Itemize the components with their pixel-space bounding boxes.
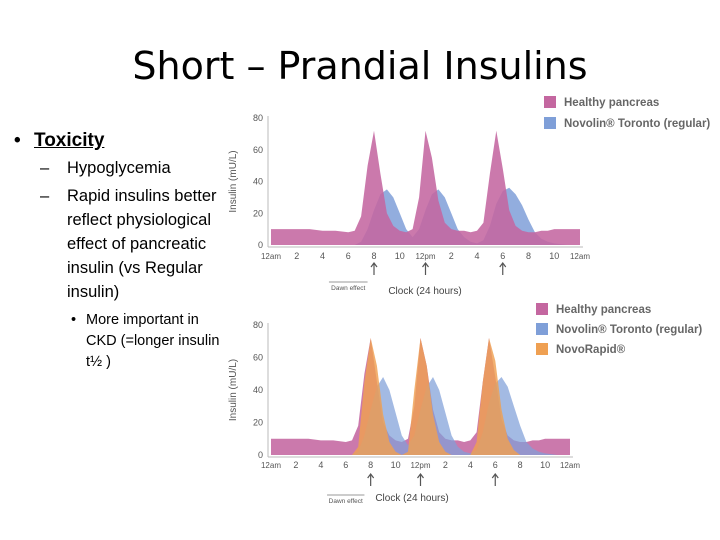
meal-arrow-head xyxy=(422,262,429,268)
series-area-healthy-pancreas xyxy=(271,130,580,245)
legend-label-healthy-pancreas: Healthy pancreas xyxy=(564,97,659,109)
legend-label-novolin-toronto-regular: Novolin® Toronto (regular) xyxy=(556,324,702,336)
x-tick-label: 2 xyxy=(443,460,448,470)
x-tick-label: 10 xyxy=(395,251,405,261)
bullet-hypoglycemia: – Hypoglycemia xyxy=(40,156,229,180)
x-tick-label: 4 xyxy=(320,251,325,261)
slide-title: Short – Prandial Insulins xyxy=(132,44,588,88)
x-tick-label: 4 xyxy=(468,460,473,470)
x-tick-label: 8 xyxy=(368,460,373,470)
meal-arrow-head xyxy=(499,262,507,268)
bullet-rapid-insulins: – Rapid insulins better reflect physiolo… xyxy=(40,184,229,304)
legend-label-novorapid: NovoRapid® xyxy=(556,344,626,356)
series-area-novorapid xyxy=(271,338,570,455)
legend-label-healthy-pancreas: Healthy pancreas xyxy=(556,304,651,316)
y-tick-label: 20 xyxy=(253,208,263,218)
dash-marker: – xyxy=(40,159,50,177)
legend-swatch-novorapid xyxy=(536,343,548,355)
bullet-dot: • xyxy=(71,312,77,328)
x-tick-label: 8 xyxy=(526,251,531,261)
x-tick-label: 6 xyxy=(493,460,498,470)
x-tick-label: 2 xyxy=(293,460,298,470)
meal-arrow-head xyxy=(370,262,378,268)
y-tick-label: 40 xyxy=(253,385,263,395)
y-axis-label: Insulin (mU/L) xyxy=(228,150,239,212)
meal-arrow-head xyxy=(417,473,424,479)
x-axis-label: Clock (24 hours) xyxy=(388,286,461,297)
x-tick-label: 10 xyxy=(549,251,559,261)
x-tick-label: 6 xyxy=(343,460,348,470)
legend-swatch-novolin-toronto-regular xyxy=(536,323,548,335)
dash-marker: – xyxy=(40,187,50,205)
x-tick-label: 4 xyxy=(474,251,479,261)
x-tick-label: 8 xyxy=(518,460,523,470)
bullet-text: Hypoglycemia xyxy=(67,159,171,177)
y-tick-label: 20 xyxy=(253,418,263,428)
x-tick-label: 4 xyxy=(318,460,323,470)
legend-swatch-novolin-toronto-regular xyxy=(544,117,556,129)
dawn-effect-label: Dawn effect xyxy=(331,285,365,292)
meal-arrow-head xyxy=(491,473,499,479)
legend-swatch-healthy-pancreas xyxy=(536,303,548,315)
bullet-toxicity: Toxicity xyxy=(14,130,229,152)
x-tick-label: 6 xyxy=(500,251,505,261)
x-tick-label: 12am xyxy=(261,461,281,470)
x-tick-label: 12am xyxy=(261,252,281,261)
bullet-list: Toxicity – Hypoglycemia – Rapid insulins… xyxy=(14,130,229,373)
x-axis-label: Clock (24 hours) xyxy=(375,493,448,504)
y-axis-label: Insulin (mU/L) xyxy=(228,359,239,421)
dawn-effect-label: Dawn effect xyxy=(329,498,363,505)
y-tick-label: 60 xyxy=(253,353,263,363)
y-tick-label: 0 xyxy=(258,240,263,250)
legend-label-novolin-toronto-regular: Novolin® Toronto (regular) xyxy=(564,118,710,130)
x-tick-label: 12am xyxy=(560,461,580,470)
meal-arrow-head xyxy=(367,473,375,479)
x-tick-label: 2 xyxy=(449,251,454,261)
legend-swatch-healthy-pancreas xyxy=(544,96,556,108)
x-tick-label: 2 xyxy=(294,251,299,261)
x-tick-label: 8 xyxy=(371,251,376,261)
x-tick-label: 12am xyxy=(570,252,590,261)
y-tick-label: 80 xyxy=(253,320,263,330)
x-tick-label: 6 xyxy=(346,251,351,261)
y-tick-label: 80 xyxy=(253,113,263,123)
y-tick-label: 40 xyxy=(253,177,263,187)
x-tick-label: 10 xyxy=(391,460,401,470)
x-tick-label: 12pm xyxy=(410,461,430,470)
y-tick-label: 60 xyxy=(253,145,263,155)
bullet-ckd: • More important in CKD (=longer insulin… xyxy=(71,310,229,373)
x-tick-label: 10 xyxy=(540,460,550,470)
bullet-text: Rapid insulins better reflect physiologi… xyxy=(67,187,217,301)
y-tick-label: 0 xyxy=(258,450,263,460)
bullet-text: More important in CKD (=longer insulin t… xyxy=(86,312,220,370)
x-tick-label: 12pm xyxy=(415,252,435,261)
